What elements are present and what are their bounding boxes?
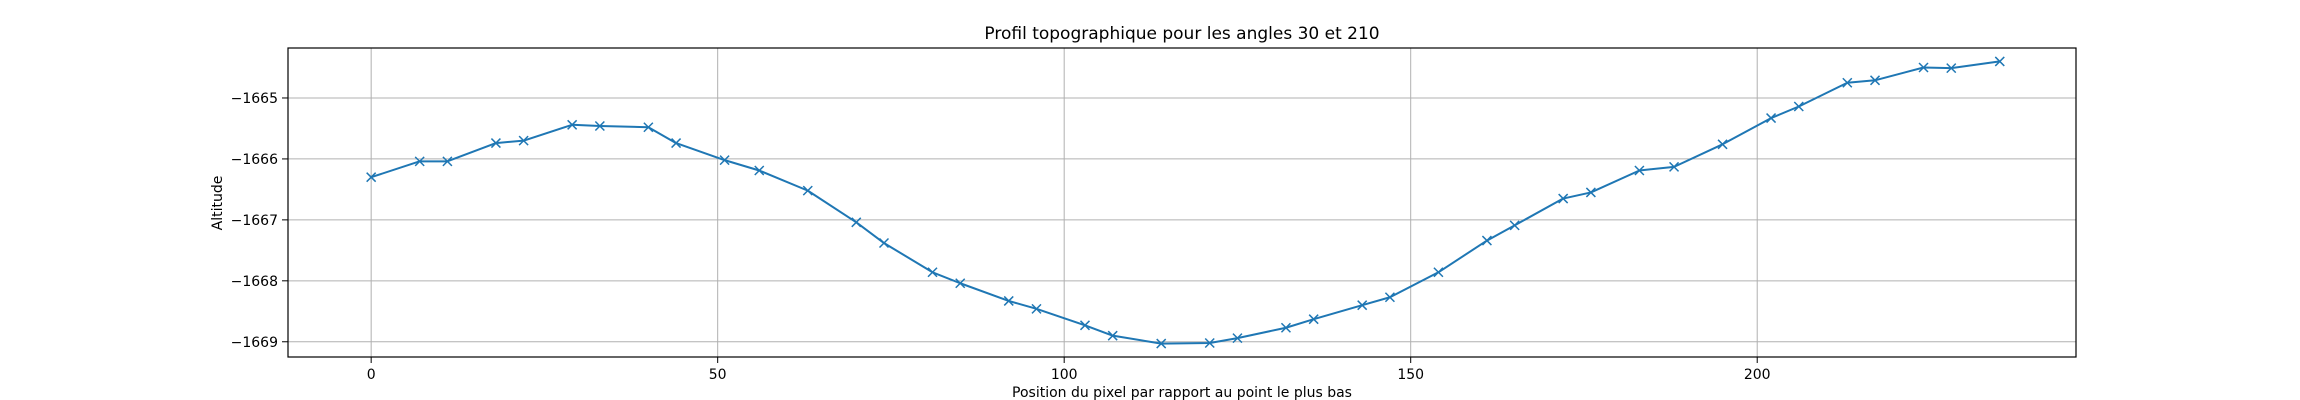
- x-tick-labels: 0 50 100 150 200: [367, 367, 1771, 383]
- y-tick-label: −1667: [231, 213, 278, 229]
- data-point-marker: [1308, 314, 1319, 325]
- y-tick-label: −1665: [231, 91, 278, 107]
- data-point-marker: [1634, 165, 1645, 176]
- y-tick-label: −1669: [231, 335, 278, 351]
- y-axis-label: Altitude: [210, 176, 226, 231]
- data-point-marker: [442, 156, 453, 167]
- data-point-marker: [1079, 320, 1091, 331]
- data-point-marker: [1669, 161, 1680, 172]
- data-point-marker: [1509, 220, 1520, 231]
- data-point-marker: [927, 267, 938, 278]
- x-tick-label: 0: [367, 367, 376, 383]
- data-point-marker: [1869, 75, 1881, 86]
- data-point-marker: [1793, 101, 1804, 112]
- data-point-marker: [1994, 56, 2005, 67]
- data-point-marker: [1842, 77, 1853, 88]
- data-point-marker: [1585, 187, 1596, 198]
- data-point-marker: [1384, 292, 1395, 303]
- data-point-marker: [719, 155, 730, 166]
- data-point-marker: [414, 156, 425, 167]
- data-point-marker: [490, 138, 501, 149]
- data-point-marker: [643, 122, 654, 133]
- tick-marks: [282, 97, 1758, 363]
- x-tick-label: 150: [1397, 367, 1424, 383]
- data-point-marker: [955, 278, 966, 289]
- x-tick-label: 200: [1744, 367, 1771, 383]
- data-point-marker: [1232, 333, 1243, 344]
- data-point-marker: [1946, 63, 1957, 74]
- data-point-marker: [1107, 330, 1118, 341]
- data-point-marker: [1031, 303, 1042, 314]
- data-point-marker: [567, 119, 578, 130]
- y-tick-label: −1666: [231, 152, 278, 168]
- data-point-marker: [1481, 235, 1492, 246]
- data-point-marker: [1433, 267, 1444, 278]
- data-point-marker: [1357, 300, 1368, 311]
- plot-frame: [287, 47, 2077, 358]
- data-point-marker: [851, 217, 862, 228]
- data-point-marker: [802, 185, 813, 196]
- data-point-marker: [1558, 193, 1569, 204]
- data-point-marker: [1766, 113, 1777, 124]
- data-point-marker: [1280, 322, 1291, 333]
- data-point-marker: [1156, 338, 1167, 349]
- x-tick-label: 50: [709, 367, 727, 383]
- data-point-marker: [878, 237, 890, 249]
- x-tick-label: 100: [1051, 367, 1078, 383]
- data-point-marker: [594, 120, 605, 132]
- series-line: [370, 60, 2000, 345]
- x-axis-label: Position du pixel par rapport au point l…: [1012, 385, 1352, 400]
- data-point-marker: [1918, 62, 1929, 73]
- data-point-marker: [671, 138, 682, 149]
- data-point-marker: [366, 172, 377, 183]
- series-layer: [366, 56, 2005, 349]
- y-tick-labels: −1669 −1668 −1667 −1666 −1665: [231, 91, 278, 351]
- data-point-marker: [1204, 337, 1215, 349]
- y-tick-label: −1668: [231, 274, 278, 290]
- data-point-marker: [1717, 139, 1728, 150]
- data-point-marker: [1003, 295, 1014, 306]
- chart-title: Profil topographique pour les angles 30 …: [984, 24, 1379, 44]
- data-point-marker: [518, 135, 529, 146]
- grid-lines: [288, 48, 2076, 357]
- data-point-marker: [754, 165, 765, 176]
